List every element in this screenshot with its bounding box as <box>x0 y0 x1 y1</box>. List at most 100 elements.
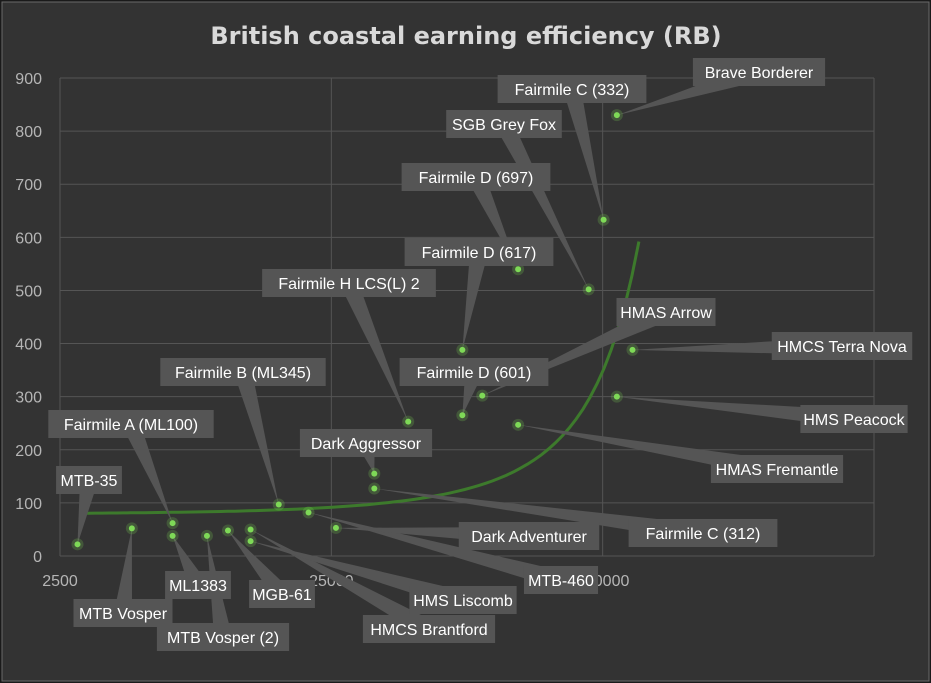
data-point <box>371 470 378 477</box>
data-point <box>74 541 81 548</box>
data-point <box>332 524 339 531</box>
data-point <box>305 509 312 516</box>
data-label-leader <box>122 420 173 524</box>
data-point <box>247 538 254 545</box>
data-label: Fairmile C (312) <box>646 526 761 543</box>
y-tick-label: 700 <box>15 177 42 194</box>
data-label-box <box>771 332 913 360</box>
data-point <box>224 527 231 534</box>
data-label: SGB Grey Fox <box>452 117 556 134</box>
data-point <box>600 216 607 223</box>
data-label: HMCS Brantford <box>370 622 487 639</box>
data-label-leader <box>496 119 589 290</box>
data-label-box <box>399 358 549 386</box>
data-label-box <box>628 519 778 547</box>
data-label: Fairmile B (ML345) <box>175 365 311 382</box>
data-label-box <box>73 599 173 627</box>
data-point <box>479 392 486 399</box>
data-point <box>515 421 522 428</box>
x-tick-label: 2500 <box>42 573 78 590</box>
data-label-box <box>616 298 716 326</box>
data-label: MGB-61 <box>252 587 312 604</box>
data-label-leader <box>616 396 855 428</box>
data-point <box>405 418 412 425</box>
data-label: HMS Liscomb <box>413 593 513 610</box>
data-label-box <box>458 522 600 550</box>
y-tick-label: 400 <box>15 337 42 354</box>
data-label-box <box>56 466 122 494</box>
data-label-box <box>299 429 433 457</box>
data-point <box>515 266 522 273</box>
y-tick-label: 100 <box>15 496 42 513</box>
data-label-box <box>523 566 599 594</box>
data-point <box>585 286 592 293</box>
data-label-leader <box>77 478 98 545</box>
y-tick-label: 300 <box>15 390 42 407</box>
data-label-box <box>362 615 496 643</box>
data-label-leader <box>114 528 132 614</box>
data-label-leader <box>340 279 409 422</box>
data-label-box <box>710 455 844 483</box>
y-tick-label: 800 <box>15 124 42 141</box>
data-point <box>128 525 135 532</box>
data-label-box <box>404 238 554 266</box>
data-label: MTB-35 <box>61 473 118 490</box>
exponential-trendline <box>81 241 641 515</box>
y-tick-label: 500 <box>15 283 42 300</box>
data-point <box>169 532 176 539</box>
chart-title: British coastal earning efficiency (RB) <box>210 22 721 50</box>
data-label-leader <box>462 250 488 350</box>
data-label: Brave Borderer <box>705 65 814 82</box>
data-label: Fairmile C (332) <box>515 82 630 99</box>
data-label-leader <box>308 512 564 589</box>
data-label-box <box>160 358 326 386</box>
data-label: Dark Aggressor <box>311 436 422 453</box>
data-point <box>459 346 466 353</box>
y-tick-label: 0 <box>33 549 42 566</box>
data-label-leader <box>563 86 604 220</box>
data-label-box <box>262 269 436 297</box>
data-label-leader <box>374 488 705 542</box>
data-point <box>613 112 620 119</box>
data-label-box <box>692 58 826 86</box>
data-label-leader <box>234 369 279 505</box>
data-label-box <box>249 580 315 608</box>
y-tick-label: 200 <box>15 443 42 460</box>
data-points <box>71 109 639 551</box>
data-label-leaders <box>77 63 855 639</box>
data-label: MTB Vosper (2) <box>167 630 279 647</box>
data-label: Fairmile D (601) <box>417 365 532 382</box>
data-point <box>247 526 254 533</box>
data-point <box>371 485 378 492</box>
data-labels: MTB-35 MTB Vosper Fairmile A (ML100) ML1383… <box>48 58 913 651</box>
data-label-box <box>446 110 562 138</box>
data-point <box>169 520 176 527</box>
data-point <box>203 532 210 539</box>
data-label: HMS Peacock <box>803 412 905 429</box>
data-label: Fairmile D (617) <box>422 245 537 262</box>
data-label-box <box>401 163 551 191</box>
data-label: HMAS Fremantle <box>716 462 839 479</box>
data-point <box>459 412 466 419</box>
data-label-box <box>800 405 908 433</box>
trendline-layer <box>81 241 641 515</box>
data-point <box>629 346 636 353</box>
data-label-box <box>165 571 231 599</box>
y-tick-label: 900 <box>15 71 42 88</box>
data-point <box>275 501 282 508</box>
data-label-leader <box>250 529 434 637</box>
y-tick-label: 600 <box>15 230 42 247</box>
data-label: Fairmile H LCS(L) 2 <box>278 276 419 293</box>
data-label: ML1383 <box>169 578 227 595</box>
data-point <box>613 393 620 400</box>
data-label: Fairmile A (ML100) <box>64 417 198 434</box>
data-label-box <box>497 75 647 103</box>
data-label: Dark Adventurer <box>471 529 587 546</box>
data-label: MTB Vosper <box>79 606 168 623</box>
data-label-box <box>409 586 517 614</box>
data-label-box <box>156 623 290 651</box>
data-label-box <box>48 410 214 438</box>
data-label: HMAS Arrow <box>620 305 712 322</box>
